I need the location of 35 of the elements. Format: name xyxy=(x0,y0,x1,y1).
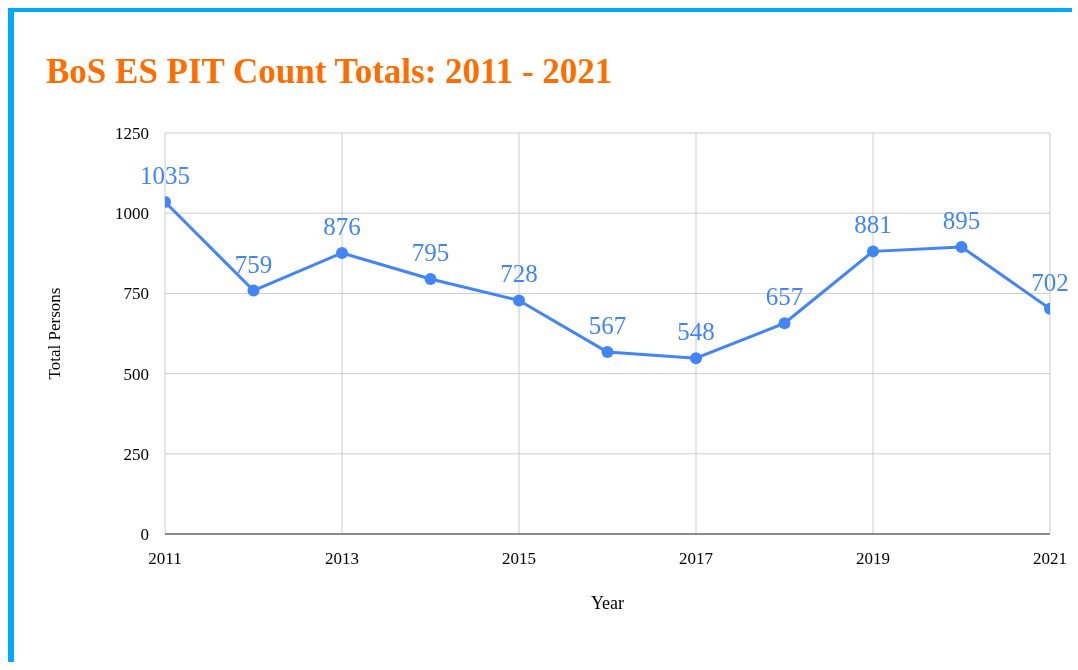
data-label: 728 xyxy=(500,260,538,288)
data-label: 567 xyxy=(588,312,627,340)
y-tick-label: 1000 xyxy=(115,204,149,224)
point xyxy=(690,352,702,365)
data-label: 895 xyxy=(942,206,981,234)
y-axis-title: Total Persons xyxy=(45,287,65,380)
y-tick-label: 1250 xyxy=(115,124,149,144)
data-label: 759 xyxy=(234,250,273,278)
data-label: 876 xyxy=(323,212,361,240)
point xyxy=(955,240,968,253)
data-label: 548 xyxy=(677,318,715,346)
point xyxy=(601,346,614,359)
point xyxy=(424,272,437,285)
data-label: 1035 xyxy=(140,161,190,189)
x-tick-label: 2011 xyxy=(148,549,182,569)
data-label: 702 xyxy=(1031,268,1069,296)
y-tick-label: 500 xyxy=(123,364,149,384)
x-axis-title: Year xyxy=(590,593,625,613)
y-tick-label: 750 xyxy=(123,284,149,304)
data-label: 881 xyxy=(854,211,892,239)
point xyxy=(513,294,525,307)
data-label: 657 xyxy=(765,283,804,311)
x-tick-label: 2013 xyxy=(325,549,359,569)
x-tick-label: 2015 xyxy=(502,549,536,569)
point xyxy=(336,246,348,259)
y-tick-label: 0 xyxy=(140,525,149,545)
x-tick-label: 2017 xyxy=(679,549,714,569)
data-label: 795 xyxy=(411,238,450,266)
x-tick-label: 2019 xyxy=(856,549,890,569)
point xyxy=(867,245,879,258)
x-tick-label: 2021 xyxy=(1033,549,1067,569)
y-tick-label: 250 xyxy=(123,444,149,464)
chart-title: BoS ES PIT Count Totals: 2011 - 2021 xyxy=(46,52,613,92)
point xyxy=(778,317,791,330)
point xyxy=(247,284,260,297)
